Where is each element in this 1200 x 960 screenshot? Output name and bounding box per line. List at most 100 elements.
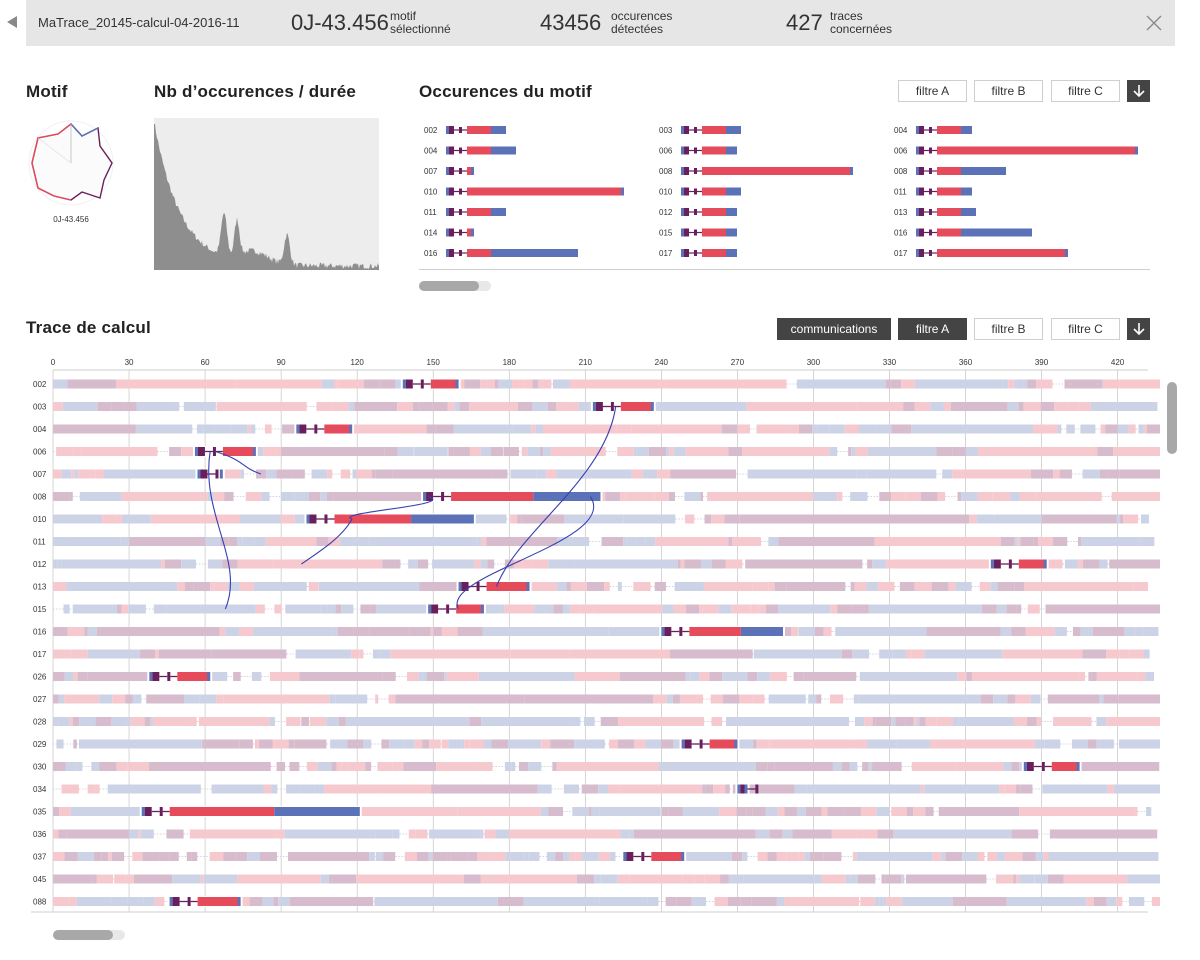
trace-horizontal-scrollbar[interactable] xyxy=(53,930,125,940)
trace-segment xyxy=(700,492,703,501)
trace-segment xyxy=(1119,469,1160,479)
glyph-tail-segment xyxy=(961,146,1138,155)
trace-segment xyxy=(578,402,590,411)
trace-segment xyxy=(429,829,478,839)
trace-segment xyxy=(1118,694,1160,704)
trace-segment xyxy=(76,897,111,906)
trace-segment xyxy=(404,852,417,861)
trace-segment xyxy=(189,829,276,839)
trace-segment xyxy=(932,852,942,861)
trace-segment xyxy=(540,447,544,456)
trace-motif-occurrence xyxy=(1023,762,1080,771)
trace-segment xyxy=(65,762,76,771)
trace-segment xyxy=(275,829,281,839)
trace-segment xyxy=(480,379,495,389)
trace-segment xyxy=(718,604,732,614)
trace-segment xyxy=(891,717,896,726)
trace-segment xyxy=(752,807,766,816)
trace-segment xyxy=(72,447,81,456)
glyph-end-segment xyxy=(969,187,972,196)
axis-tick-label: 300 xyxy=(807,358,821,367)
trace-segment xyxy=(380,379,396,389)
glyph-end-segment xyxy=(575,249,578,257)
glyph-end-segment xyxy=(734,228,737,237)
trace-segment xyxy=(510,852,514,861)
trace-filter-a-button[interactable]: filtre A xyxy=(898,318,967,340)
trace-segment xyxy=(936,447,953,456)
trace-segment xyxy=(679,694,698,704)
trace-segment xyxy=(547,402,557,411)
back-arrow-icon[interactable] xyxy=(4,12,22,32)
motif-end-segment xyxy=(237,897,241,906)
glyph-block-segment xyxy=(449,146,454,155)
occ-scrollbar-thumb[interactable] xyxy=(419,281,479,291)
trace-segment xyxy=(1133,582,1149,591)
trace-segment xyxy=(557,537,574,546)
trace-segment xyxy=(115,379,236,389)
trace-segment xyxy=(203,874,220,884)
trace-segment xyxy=(791,627,798,636)
trace-segment xyxy=(278,897,290,906)
trace-segment xyxy=(682,807,720,816)
occ-download-icon[interactable] xyxy=(1127,80,1150,102)
trace-motif-occurrence xyxy=(402,379,459,389)
trace-segment xyxy=(513,852,525,861)
trace-segment xyxy=(70,649,88,659)
trace-segment xyxy=(1006,897,1087,906)
trace-vertical-scrollbar[interactable] xyxy=(1167,382,1177,454)
glyph-tail-segment xyxy=(726,228,737,237)
trace-segment xyxy=(429,739,441,749)
trace-horizontal-scrollbar-thumb[interactable] xyxy=(53,930,113,940)
trace-segment xyxy=(251,424,256,434)
trace-segment xyxy=(623,514,676,524)
trace-segment xyxy=(53,469,62,479)
trace-row-label: 003 xyxy=(33,403,47,412)
trace-segment xyxy=(129,537,206,546)
trace-segment xyxy=(121,604,129,614)
glyph-block-segment xyxy=(449,228,454,237)
axis-tick-label: 180 xyxy=(503,358,517,367)
communications-button[interactable]: communications xyxy=(777,318,891,340)
trace-filter-b-button[interactable]: filtre B xyxy=(974,318,1043,340)
trace-segment xyxy=(844,424,859,434)
motif-block-segment xyxy=(461,582,469,591)
trace-segment xyxy=(1040,402,1051,411)
trace-segment xyxy=(669,447,674,456)
trace-segment xyxy=(566,582,571,591)
occ-filter-a-button[interactable]: filtre A xyxy=(898,80,967,102)
trace-segment xyxy=(286,717,301,726)
trace-segment xyxy=(599,807,661,816)
trace-segment xyxy=(793,672,804,681)
trace-segment xyxy=(1000,537,1015,546)
trace-segment xyxy=(1136,672,1146,681)
occ-filter-c-button[interactable]: filtre C xyxy=(1051,80,1120,102)
trace-segment xyxy=(230,424,248,434)
occurrence-trace-id: 004 xyxy=(894,126,908,135)
occ-filter-b-button[interactable]: filtre B xyxy=(974,80,1043,102)
trace-filter-c-button[interactable]: filtre C xyxy=(1051,318,1120,340)
trace-segment xyxy=(333,492,443,501)
glyph-red-segment xyxy=(937,208,961,216)
trace-segment xyxy=(545,604,554,614)
trace-segment xyxy=(518,762,529,771)
trace-download-icon[interactable] xyxy=(1127,318,1150,340)
trace-segment xyxy=(1015,784,1021,794)
trace-segment xyxy=(600,717,615,726)
trace-segment xyxy=(776,897,785,906)
trace-segment xyxy=(576,874,595,884)
trace-segment xyxy=(740,897,752,906)
close-icon[interactable] xyxy=(1145,14,1163,32)
trace-segment xyxy=(1007,402,1019,411)
trace-segment xyxy=(235,379,322,389)
trace-segment xyxy=(633,829,756,839)
trace-segment xyxy=(1053,469,1060,479)
motif-red-segment xyxy=(1018,559,1047,569)
trace-segment xyxy=(223,694,330,704)
trace-segment xyxy=(753,694,765,704)
trace-segment xyxy=(74,469,79,479)
trace-segment xyxy=(872,559,887,569)
motif-block-segment xyxy=(1026,762,1034,771)
occ-scrollbar[interactable] xyxy=(419,281,491,291)
trace-segment xyxy=(903,402,915,411)
trace-segment xyxy=(149,762,271,771)
